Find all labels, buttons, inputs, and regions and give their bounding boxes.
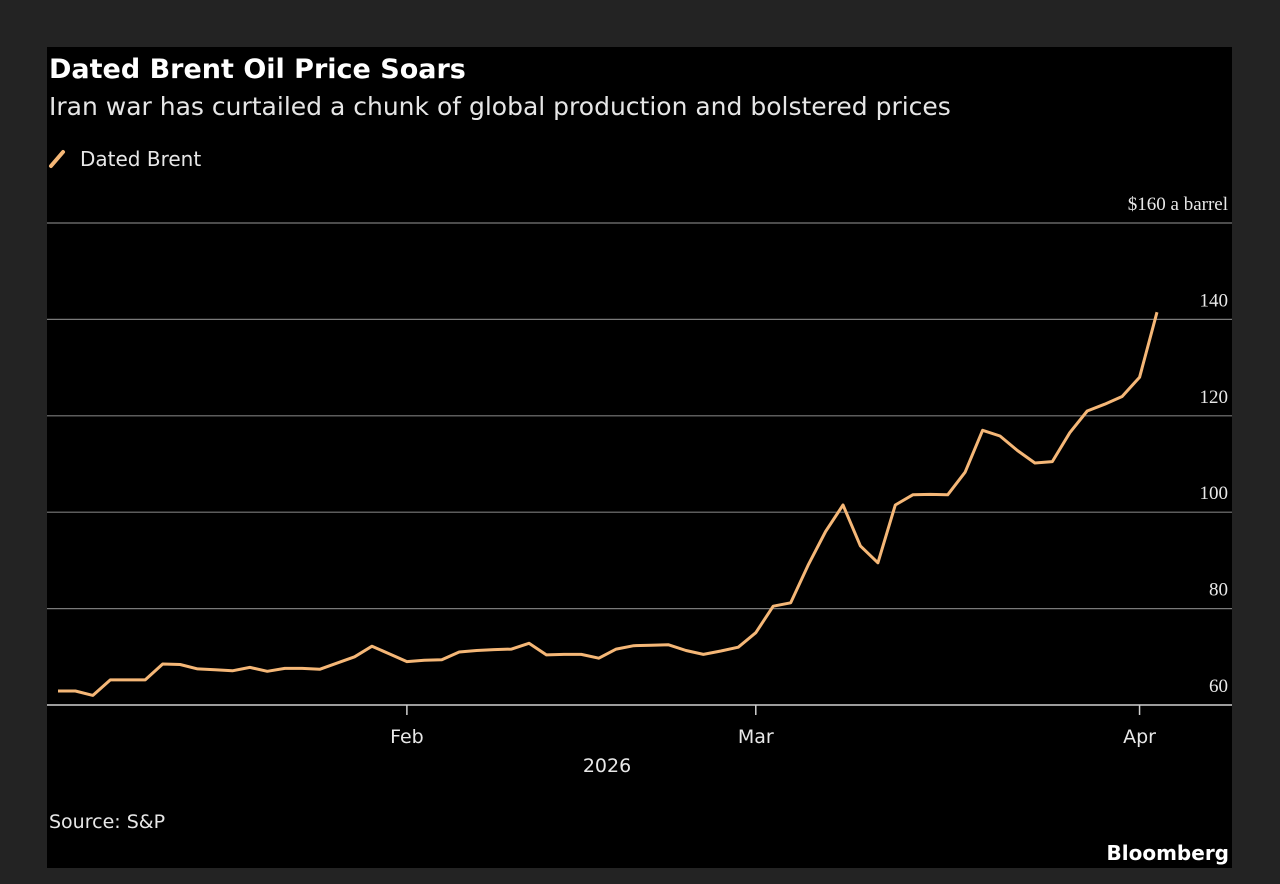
legend-label: Dated Brent — [80, 147, 201, 171]
source: Source: S&P — [49, 811, 165, 833]
chart-panel — [47, 47, 1232, 868]
chart-title: Dated Brent Oil Price Soars — [49, 54, 466, 85]
x-tick-label: Feb — [390, 726, 424, 748]
brand: Bloomberg — [1107, 841, 1229, 865]
chart-subtitle: Iran war has curtailed a chunk of global… — [49, 92, 951, 121]
x-tick-label: Mar — [738, 726, 774, 748]
y-tick-label: 140 — [1200, 290, 1229, 311]
y-tick-label: $160 a barrel — [1128, 194, 1228, 215]
x-axis-label: 2026 — [583, 755, 631, 777]
x-tick-label: Apr — [1123, 726, 1156, 748]
y-tick-label: 80 — [1209, 580, 1228, 601]
y-tick-label: 100 — [1200, 483, 1229, 504]
line-series — [58, 311, 1159, 697]
y-tick-label: 60 — [1209, 676, 1228, 697]
legend-swatch — [49, 150, 65, 168]
y-tick-label: 120 — [1200, 387, 1229, 408]
